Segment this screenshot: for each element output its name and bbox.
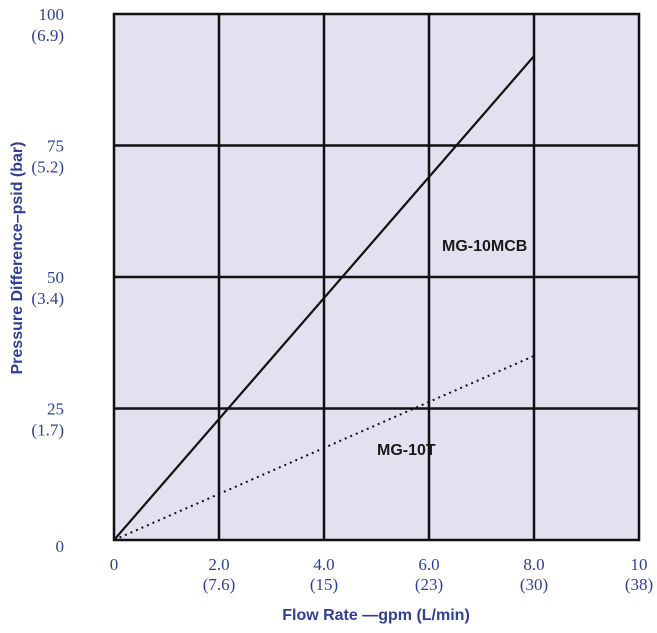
series-line-0 — [113, 55, 535, 541]
x-tick-label: 6.0 — [418, 555, 439, 574]
y-tick-label: 100 — [39, 5, 65, 24]
series-line-1 — [113, 354, 535, 541]
x-tick-label: 10 — [631, 555, 648, 574]
y-tick-label: 0 — [56, 537, 65, 556]
x-tick-sublabel: (7.6) — [203, 575, 236, 594]
y-tick-labels: 0 25 (1.7) 50 (3.4) 75 (5.2) 100 (6.9) — [31, 5, 64, 556]
x-axis-title: Flow Rate —gpm (L/min) — [282, 607, 470, 624]
y-axis-title: Pressure Difference–psid (bar) — [9, 142, 26, 375]
x-tick-label: 8.0 — [523, 555, 544, 574]
grid-lines — [114, 14, 639, 540]
x-tick-sublabel: (30) — [520, 575, 548, 594]
series-label-mg-10t: MG-10T — [377, 442, 436, 459]
y-tick-label: 75 — [47, 137, 64, 156]
y-tick-sublabel: (3.4) — [31, 289, 64, 308]
y-tick-sublabel: (6.9) — [31, 26, 64, 45]
x-tick-labels: 0 2.0(7.6) 4.0(15) 6.0(23) 8.0(30) 10(38) — [110, 555, 653, 594]
plot-frame — [112, 12, 641, 542]
x-tick-label: 0 — [110, 555, 119, 574]
series-label-mg-10mcb: MG-10MCB — [442, 238, 527, 255]
x-tick-label: 2.0 — [208, 555, 229, 574]
x-tick-sublabel: (38) — [625, 575, 653, 594]
x-tick-label: 4.0 — [313, 555, 334, 574]
x-tick-sublabel: (23) — [415, 575, 443, 594]
y-tick-sublabel: (1.7) — [31, 421, 64, 440]
x-tick-sublabel: (15) — [310, 575, 338, 594]
series-layer — [113, 55, 535, 541]
y-tick-label: 50 — [47, 268, 64, 287]
y-tick-sublabel: (5.2) — [31, 158, 64, 177]
y-tick-label: 25 — [47, 400, 64, 419]
